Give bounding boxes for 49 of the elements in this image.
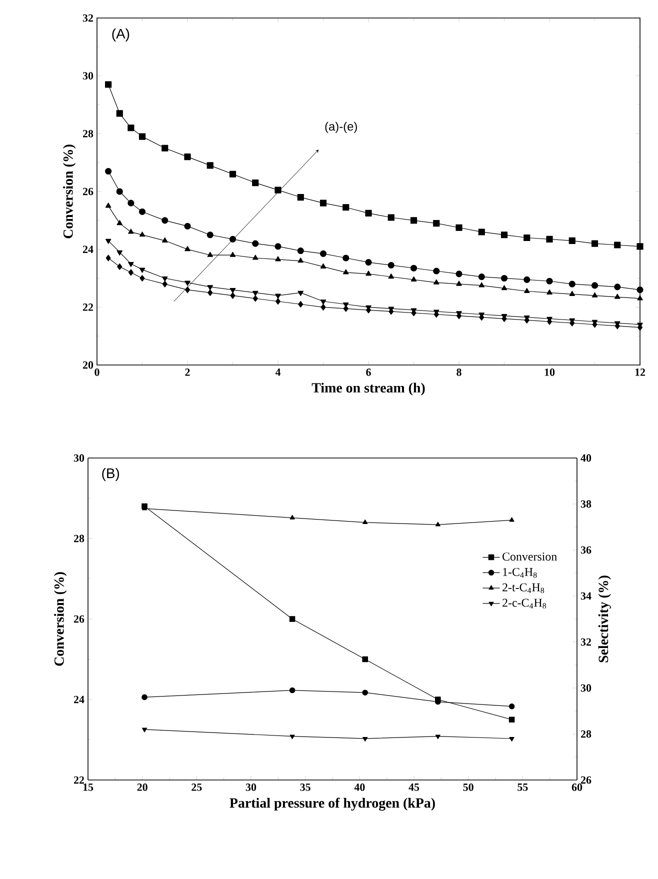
y2-tick-label: 28 bbox=[580, 730, 592, 738]
annotation: (B) bbox=[102, 468, 120, 481]
x-tick-label: 50 bbox=[463, 784, 474, 791]
x-tick-label: 8 bbox=[456, 368, 462, 376]
y2-tick-label: 26 bbox=[580, 776, 592, 784]
x-tick-label: 2 bbox=[185, 368, 190, 376]
y-tick-label: 22 bbox=[82, 304, 93, 311]
x-axis-title: Partial pressure of hydrogen (kPa) bbox=[230, 798, 435, 811]
x-tick-label: 60 bbox=[572, 784, 582, 791]
y-tick-label: 24 bbox=[74, 696, 84, 704]
x-tick-label: 30 bbox=[246, 784, 256, 791]
x-tick-label: 15 bbox=[83, 784, 94, 791]
legend-label: Conversion bbox=[502, 552, 557, 561]
y2-tick-label: 32 bbox=[580, 638, 591, 646]
legend-label: 2-c-C$_{4}$H$_{8}$ bbox=[502, 598, 546, 609]
y2-tick-label: 40 bbox=[580, 454, 592, 462]
x-tick-label: 40 bbox=[354, 784, 365, 791]
y-tick-label: 26 bbox=[82, 188, 94, 196]
y2-tick-label: 34 bbox=[580, 592, 592, 600]
y2-tick-label: 38 bbox=[580, 500, 592, 508]
x-tick-label: 45 bbox=[408, 784, 420, 791]
y-tick-label: 24 bbox=[82, 246, 94, 253]
y-tick-label: 30 bbox=[74, 454, 84, 462]
x-tick-label: 25 bbox=[192, 784, 202, 791]
x-tick-label: 6 bbox=[366, 368, 371, 376]
y2-axis-title: Selectivity (%) bbox=[598, 576, 612, 662]
y-tick-label: 22 bbox=[74, 776, 84, 784]
y-tick-label: 28 bbox=[82, 130, 94, 138]
y2-tick-label: 36 bbox=[580, 546, 592, 554]
y2-tick-label: 30 bbox=[580, 684, 592, 692]
x-tick-label: 20 bbox=[137, 784, 148, 791]
x-tick-label: 12 bbox=[635, 368, 646, 376]
y-tick-label: 26 bbox=[74, 615, 84, 623]
y-tick-label: 30 bbox=[82, 72, 94, 80]
y-axis-title: Conversion (%) bbox=[54, 572, 67, 666]
y-tick-label: 32 bbox=[82, 14, 93, 22]
x-tick-label: 0 bbox=[94, 368, 100, 376]
legend-label: 2-t-C$_{4}$H$_{8}$ bbox=[502, 583, 544, 594]
x-tick-label: 10 bbox=[544, 368, 555, 376]
x-tick-label: 55 bbox=[518, 784, 528, 791]
x-tick-label: 35 bbox=[300, 784, 310, 791]
annotation: (a)-(e) bbox=[325, 122, 357, 134]
y-tick-label: 28 bbox=[74, 534, 84, 542]
x-tick-label: 4 bbox=[275, 368, 281, 376]
legend-label: 1-C$_{4}$H$_{8}$ bbox=[503, 568, 537, 578]
y-axis-title: Conversion (%) bbox=[63, 144, 76, 238]
annotation: (A) bbox=[112, 28, 130, 42]
x-axis-title: Time on stream (h) bbox=[312, 382, 425, 396]
y-tick-label: 20 bbox=[82, 361, 94, 369]
